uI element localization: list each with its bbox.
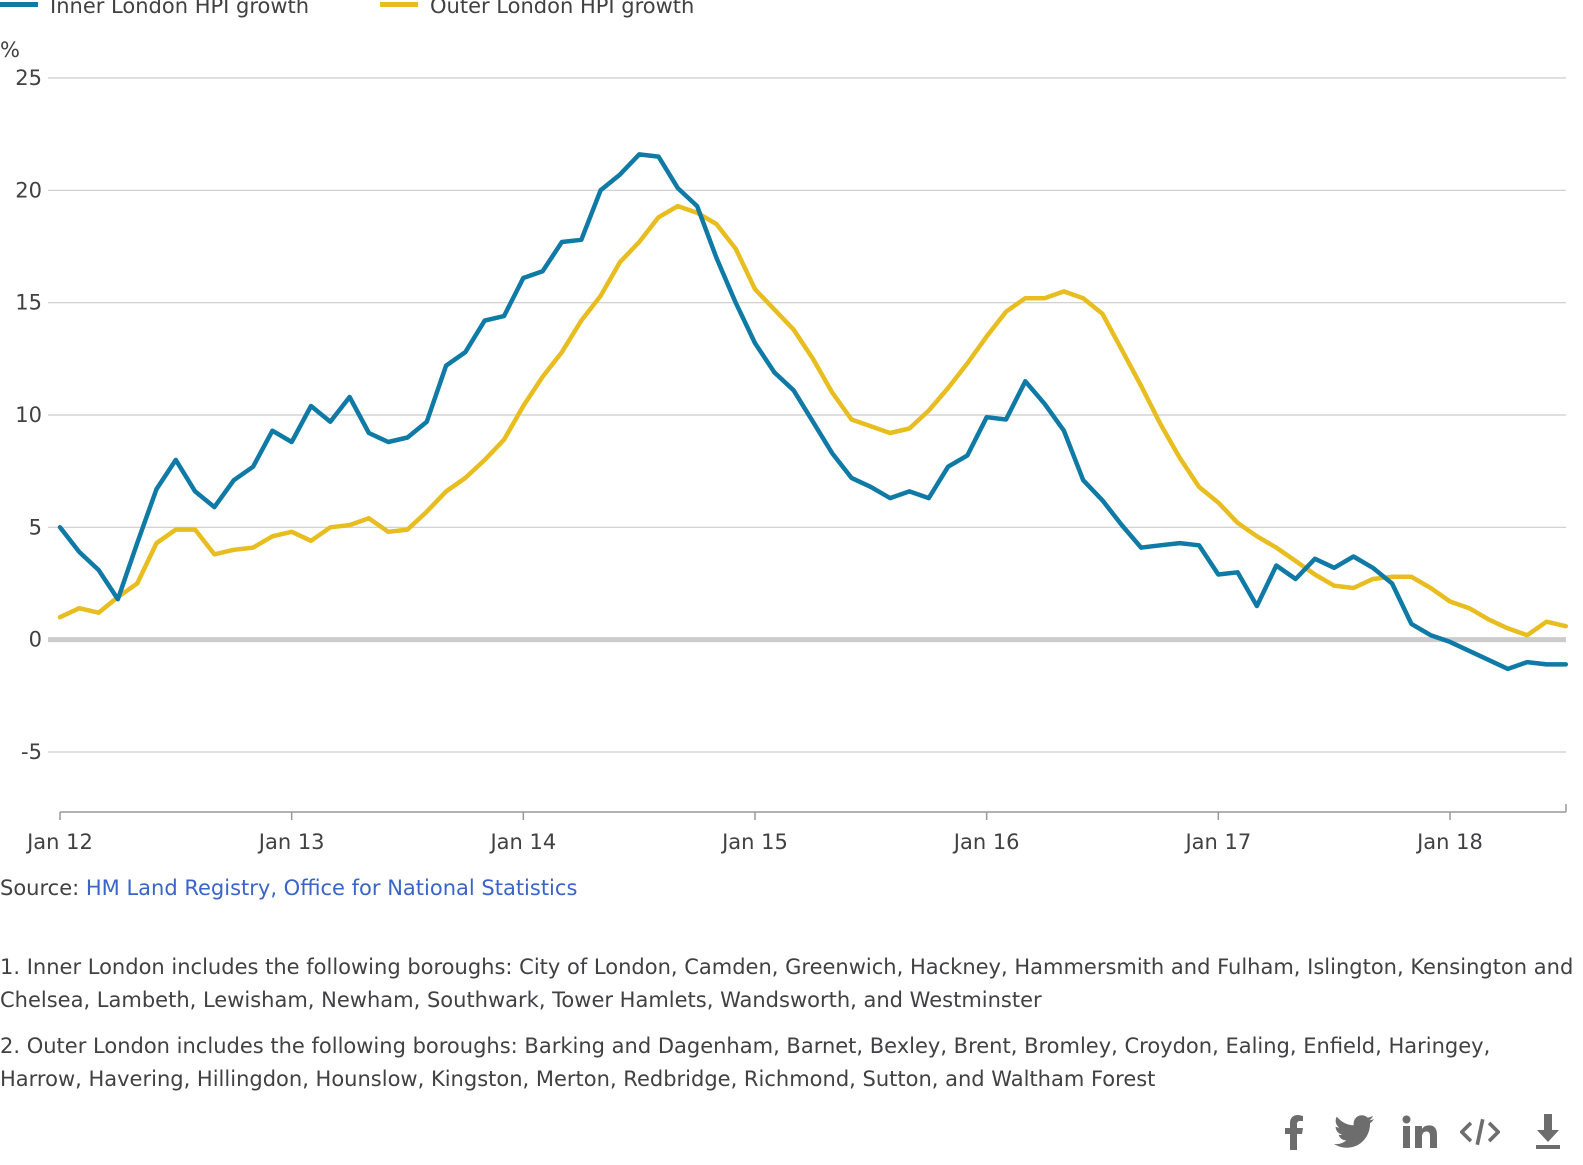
legend-swatch-inner	[0, 1, 38, 7]
y-tick-label: 0	[29, 628, 42, 652]
inner-london-line	[57, 152, 1569, 672]
x-tick-label: Jan 14	[488, 830, 556, 854]
x-tick-label: Jan 13	[257, 830, 325, 854]
facebook-icon[interactable]	[1274, 1112, 1314, 1152]
axis-layer: 25 20 15 10 5 0 -5 Jan 12 Jan 13 Jan 14 Jan 15 Jan …	[15, 66, 1567, 854]
x-tick-label: Jan 15	[720, 830, 788, 854]
y-tick-label: 15	[15, 291, 42, 315]
footnote-2: 2. Outer London includes the following b…	[0, 1034, 1491, 1091]
legend-item-outer[interactable]: Outer London HPI growth	[380, 0, 694, 18]
y-axis-unit-label: %	[0, 38, 20, 62]
embed-code-icon[interactable]	[1460, 1112, 1500, 1152]
legend-label-outer: Outer London HPI growth	[430, 0, 695, 18]
source-line: Source: HM Land Registry, Office for Nat…	[0, 876, 577, 900]
x-tick-label: Jan 12	[25, 830, 93, 854]
grid-layer	[48, 77, 1566, 753]
y-tick-label: 5	[29, 515, 42, 539]
y-tick-label: -5	[21, 740, 42, 764]
y-tick-label: 20	[15, 178, 42, 202]
source-link[interactable]: HM Land Registry, Office for National St…	[85, 876, 578, 900]
share-bar	[1270, 1112, 1570, 1154]
legend-swatch-outer	[380, 1, 418, 7]
x-tick-label: Jan 18	[1415, 830, 1483, 854]
x-tick-label: Jan 16	[952, 830, 1020, 854]
y-tick-label: 10	[15, 403, 42, 427]
legend-label-inner: Inner London HPI growth	[50, 0, 310, 18]
linkedin-icon[interactable]	[1400, 1112, 1440, 1152]
legend-item-inner[interactable]: Inner London HPI growth	[0, 0, 309, 18]
twitter-icon[interactable]	[1334, 1112, 1374, 1152]
y-tick-label: 25	[15, 66, 42, 90]
footnote-1: 1. Inner London includes the following b…	[0, 955, 1574, 1012]
download-icon[interactable]	[1528, 1112, 1568, 1152]
x-tick-label: Jan 17	[1183, 830, 1251, 854]
source-prefix: Source:	[0, 876, 86, 900]
outer-london-line	[57, 203, 1569, 638]
series-layer	[57, 152, 1569, 672]
line-chart: 25 20 15 10 5 0 -5 Jan 12 Jan 13 Jan 14 Jan 15 Jan …	[0, 38, 1569, 854]
